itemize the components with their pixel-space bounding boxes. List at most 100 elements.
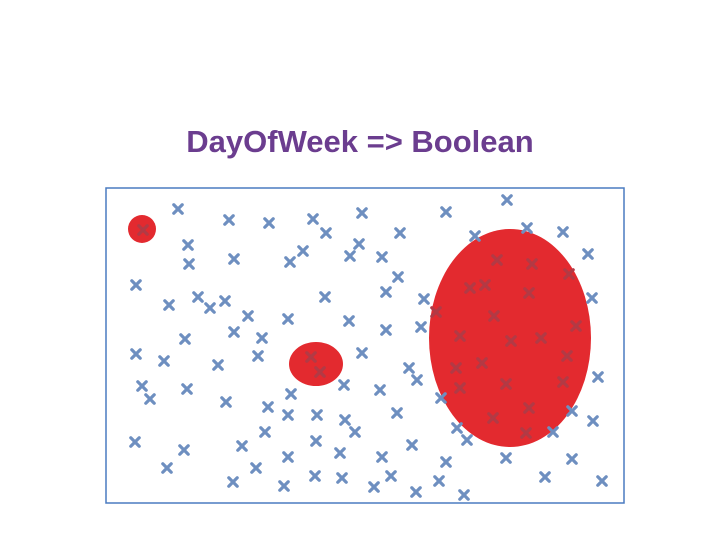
x-mark-icon xyxy=(526,258,538,270)
x-mark-icon xyxy=(464,282,476,294)
x-mark-icon xyxy=(204,302,216,314)
x-mark-icon xyxy=(440,206,452,218)
x-mark-icon xyxy=(557,376,569,388)
x-mark-icon xyxy=(130,279,142,291)
x-mark-icon xyxy=(440,456,452,468)
x-mark-icon xyxy=(596,475,608,487)
x-mark-icon xyxy=(374,384,386,396)
x-mark-icon xyxy=(368,481,380,493)
x-mark-icon xyxy=(236,440,248,452)
x-mark-icon xyxy=(376,251,388,263)
x-mark-icon xyxy=(430,306,442,318)
x-mark-icon xyxy=(219,295,231,307)
x-mark-icon xyxy=(319,291,331,303)
x-mark-icon xyxy=(223,214,235,226)
slide-title: DayOfWeek => Boolean xyxy=(186,124,534,159)
x-mark-icon xyxy=(454,382,466,394)
x-mark-icon xyxy=(391,407,403,419)
x-mark-icon xyxy=(561,350,573,362)
x-mark-icon xyxy=(227,476,239,488)
x-mark-icon xyxy=(523,287,535,299)
x-mark-icon xyxy=(297,245,309,257)
x-mark-icon xyxy=(137,224,149,236)
x-mark-icon xyxy=(406,439,418,451)
x-mark-icon xyxy=(501,194,513,206)
x-mark-icon xyxy=(380,286,392,298)
x-mark-icon xyxy=(547,426,559,438)
x-mark-icon xyxy=(458,489,470,501)
x-mark-icon xyxy=(394,227,406,239)
x-mark-icon xyxy=(469,230,481,242)
x-mark-icon xyxy=(582,248,594,260)
x-mark-icon xyxy=(461,434,473,446)
x-mark-icon xyxy=(242,310,254,322)
x-mark-icon xyxy=(410,486,422,498)
x-mark-icon xyxy=(535,332,547,344)
x-mark-icon xyxy=(259,426,271,438)
x-mark-icon xyxy=(130,348,142,360)
x-mark-icon xyxy=(392,271,404,283)
x-mark-icon xyxy=(336,472,348,484)
x-mark-icon xyxy=(285,388,297,400)
x-mark-icon xyxy=(433,475,445,487)
x-mark-icon xyxy=(305,351,317,363)
x-mark-icon xyxy=(339,414,351,426)
x-mark-icon xyxy=(179,333,191,345)
x-mark-icon xyxy=(314,366,326,378)
x-mark-icon xyxy=(310,435,322,447)
x-mark-icon xyxy=(144,393,156,405)
x-mark-icon xyxy=(282,313,294,325)
x-mark-icon xyxy=(284,256,296,268)
x-mark-icon xyxy=(586,292,598,304)
x-mark-icon xyxy=(163,299,175,311)
x-mark-icon xyxy=(592,371,604,383)
x-mark-icon xyxy=(376,451,388,463)
x-mark-icon xyxy=(252,350,264,362)
x-mark-icon xyxy=(520,427,532,439)
x-mark-icon xyxy=(403,362,415,374)
x-mark-icon xyxy=(435,392,447,404)
x-mark-icon xyxy=(411,374,423,386)
x-mark-icon xyxy=(220,396,232,408)
x-mark-icon xyxy=(320,227,332,239)
marker-layer xyxy=(129,194,608,501)
x-mark-icon xyxy=(587,415,599,427)
x-mark-icon xyxy=(356,207,368,219)
x-mark-icon xyxy=(181,383,193,395)
x-mark-icon xyxy=(487,412,499,424)
x-mark-icon xyxy=(161,462,173,474)
x-mark-icon xyxy=(500,378,512,390)
x-mark-icon xyxy=(570,320,582,332)
x-mark-icon xyxy=(183,258,195,270)
x-mark-icon xyxy=(250,462,262,474)
x-mark-icon xyxy=(385,470,397,482)
x-mark-icon xyxy=(282,451,294,463)
x-mark-icon xyxy=(563,268,575,280)
x-mark-icon xyxy=(454,330,466,342)
x-mark-icon xyxy=(182,239,194,251)
x-mark-icon xyxy=(415,321,427,333)
medium-highlight-region xyxy=(289,342,343,386)
x-mark-icon xyxy=(344,250,356,262)
x-mark-icon xyxy=(129,436,141,448)
x-mark-icon xyxy=(278,480,290,492)
x-mark-icon xyxy=(566,453,578,465)
x-mark-icon xyxy=(212,359,224,371)
x-mark-icon xyxy=(451,422,463,434)
x-mark-icon xyxy=(521,222,533,234)
x-mark-icon xyxy=(309,470,321,482)
x-mark-icon xyxy=(262,401,274,413)
x-mark-icon xyxy=(228,253,240,265)
x-mark-icon xyxy=(343,315,355,327)
x-mark-icon xyxy=(256,332,268,344)
x-mark-icon xyxy=(418,293,430,305)
x-mark-icon xyxy=(263,217,275,229)
x-mark-icon xyxy=(172,203,184,215)
x-mark-icon xyxy=(334,447,346,459)
x-mark-icon xyxy=(380,324,392,336)
x-mark-icon xyxy=(491,254,503,266)
x-mark-icon xyxy=(349,426,361,438)
x-mark-icon xyxy=(356,347,368,359)
